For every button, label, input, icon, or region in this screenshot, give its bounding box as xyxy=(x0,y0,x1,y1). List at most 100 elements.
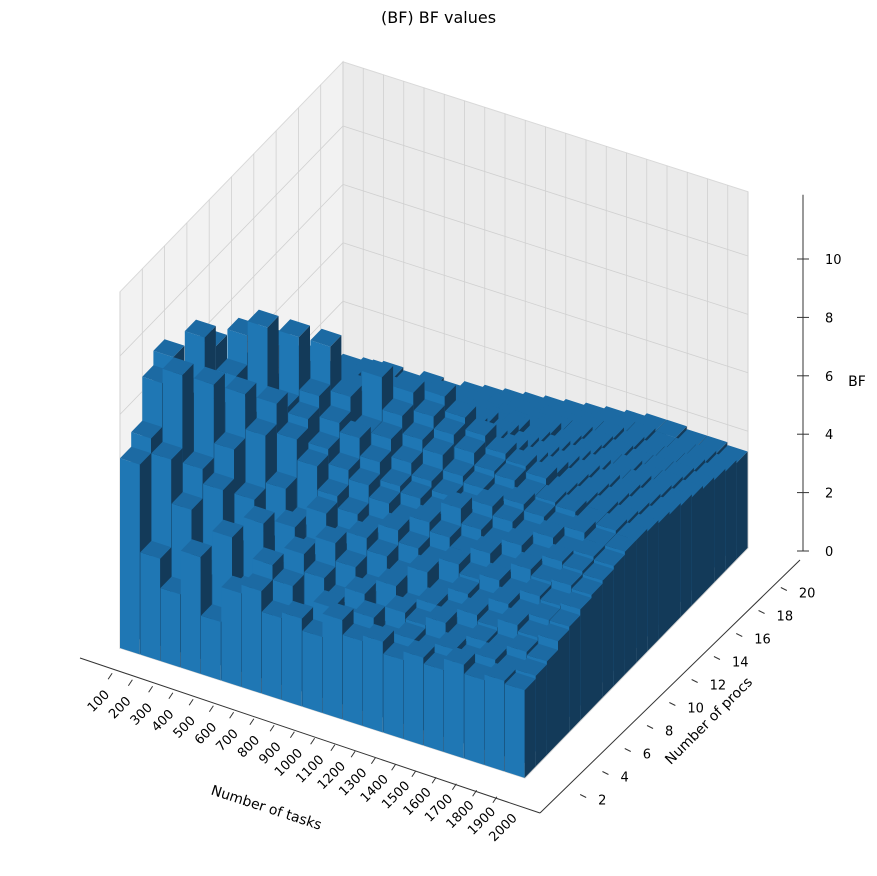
bar-face-top xyxy=(339,420,371,439)
bar-face-top xyxy=(393,374,425,393)
bar-face-top xyxy=(182,451,214,470)
bar-face-side xyxy=(558,629,570,744)
bar-face-top xyxy=(457,597,489,616)
bar-face-top xyxy=(360,444,391,463)
bar-face-top xyxy=(501,527,533,546)
bar-face-front xyxy=(120,458,140,655)
bar-face-side xyxy=(602,569,614,698)
bar-face-top xyxy=(527,643,558,662)
bar-face-top xyxy=(515,658,547,676)
bar-face-top xyxy=(162,357,194,376)
bar-face-top xyxy=(571,577,603,595)
bar-face-front xyxy=(383,653,404,739)
bar-face-top xyxy=(140,540,172,559)
bar-face-top xyxy=(317,478,349,497)
bar-face-front xyxy=(464,673,485,765)
x-tick xyxy=(350,750,356,758)
bar-face-front xyxy=(484,674,505,772)
bar-face-top xyxy=(277,421,308,440)
bar-face-top xyxy=(616,522,648,541)
bar-face-top xyxy=(367,538,399,557)
y-tick xyxy=(646,725,654,729)
x-tick xyxy=(107,672,113,680)
bar-face-top xyxy=(441,490,472,509)
bar-face-top xyxy=(382,398,414,416)
bar-face-top xyxy=(535,484,567,503)
bar-face-top xyxy=(549,608,581,627)
bar-face-top xyxy=(542,543,574,562)
bar-face-top xyxy=(369,485,401,504)
bar-face-side xyxy=(569,615,581,732)
bar-face-top xyxy=(171,492,203,510)
y-tick xyxy=(713,656,721,660)
bar-face-top xyxy=(474,453,506,472)
y-tick-label: 14 xyxy=(732,656,749,671)
bars xyxy=(120,309,748,778)
y-tick-label: 20 xyxy=(799,587,816,602)
bar-face-top xyxy=(448,576,480,595)
bar-face-top xyxy=(582,562,614,581)
bar-face-top xyxy=(422,437,454,456)
bar-face-top xyxy=(391,445,423,464)
bar xyxy=(504,672,536,778)
bar-face-top xyxy=(472,488,504,507)
x-tick xyxy=(391,763,397,771)
bar-face-top xyxy=(385,595,417,613)
bar-face-front xyxy=(261,611,282,700)
bar-face-top xyxy=(398,530,430,549)
bar-face-front xyxy=(201,615,221,681)
bar-face-top xyxy=(551,567,583,586)
bar-face-front xyxy=(403,651,424,746)
bar-face-top xyxy=(504,672,536,691)
bar-face-top xyxy=(353,600,385,618)
bar-face-side xyxy=(624,540,637,675)
bar-face-front xyxy=(221,587,242,687)
bar-face-top xyxy=(444,647,475,665)
x-tick xyxy=(188,698,194,706)
bar xyxy=(180,539,212,674)
bar-face-top xyxy=(402,422,434,440)
x-tick xyxy=(269,724,275,732)
z-tick-label: 6 xyxy=(825,370,833,385)
bar-face-top xyxy=(180,539,212,558)
x-tick xyxy=(330,744,336,752)
y-tick xyxy=(669,702,676,706)
bar-face-top xyxy=(510,551,542,570)
bar-face-top xyxy=(308,431,340,450)
bar-face-top xyxy=(234,482,266,500)
y-tick-label: 10 xyxy=(687,702,704,717)
bar-face-top xyxy=(306,495,338,514)
bar-face-top xyxy=(443,458,475,477)
x-tick xyxy=(431,776,437,784)
bar-face-top xyxy=(434,632,466,650)
bar-face-top xyxy=(479,562,511,581)
bar-face-top xyxy=(466,624,498,642)
bar-face-top xyxy=(328,452,360,471)
bar-face-top xyxy=(555,494,587,512)
bar-face-top xyxy=(584,527,616,546)
bar-face-top xyxy=(505,448,537,467)
bar-face-top xyxy=(445,399,477,418)
x-tick xyxy=(370,757,376,765)
grid-line-back-z xyxy=(342,184,749,315)
bar-face-top xyxy=(297,448,329,467)
y-tick xyxy=(624,748,631,752)
bar-face-top xyxy=(131,420,163,439)
bar-face-top xyxy=(560,591,592,610)
bar-face-top xyxy=(494,462,526,481)
bar-face-top xyxy=(120,446,151,465)
bar-face-top xyxy=(288,401,320,420)
bar-face-top xyxy=(434,417,465,435)
x-tick xyxy=(168,692,174,700)
bar-face-top xyxy=(407,554,439,573)
x-tick xyxy=(229,711,235,719)
z-tick-label: 10 xyxy=(825,253,842,268)
bar-face-top xyxy=(562,553,594,572)
grid-line-left-z xyxy=(119,125,344,357)
bar-face-top xyxy=(470,535,502,554)
bar-face-top xyxy=(439,546,470,565)
bar-face-top xyxy=(538,623,570,642)
bar-face-side xyxy=(535,664,547,767)
bar-face-top xyxy=(319,405,351,424)
